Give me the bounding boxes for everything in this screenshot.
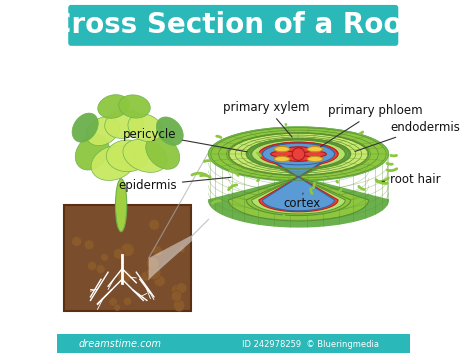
- Ellipse shape: [259, 142, 338, 166]
- Ellipse shape: [263, 143, 335, 165]
- Ellipse shape: [98, 95, 129, 118]
- Ellipse shape: [252, 140, 345, 168]
- Circle shape: [100, 253, 109, 261]
- Ellipse shape: [123, 139, 167, 172]
- Circle shape: [114, 304, 120, 310]
- Polygon shape: [259, 142, 338, 212]
- Ellipse shape: [156, 117, 183, 145]
- Circle shape: [118, 269, 132, 284]
- Circle shape: [141, 271, 151, 281]
- Ellipse shape: [307, 156, 323, 162]
- Circle shape: [152, 246, 163, 256]
- Text: Cross Section of a Root: Cross Section of a Root: [51, 11, 416, 39]
- Text: primary phloem: primary phloem: [320, 104, 423, 147]
- Ellipse shape: [274, 156, 290, 162]
- Circle shape: [179, 247, 185, 253]
- Circle shape: [149, 219, 160, 230]
- Text: root hair: root hair: [382, 173, 441, 186]
- Ellipse shape: [246, 138, 351, 170]
- Ellipse shape: [300, 151, 327, 157]
- Ellipse shape: [86, 117, 119, 145]
- Ellipse shape: [285, 155, 312, 161]
- Ellipse shape: [105, 110, 143, 138]
- Ellipse shape: [146, 135, 180, 169]
- Circle shape: [173, 299, 185, 311]
- Ellipse shape: [274, 147, 290, 152]
- Polygon shape: [263, 143, 335, 211]
- Circle shape: [87, 261, 97, 270]
- Circle shape: [121, 243, 134, 257]
- Polygon shape: [149, 226, 209, 279]
- Text: dreamstime.com: dreamstime.com: [79, 339, 162, 349]
- Polygon shape: [209, 127, 388, 227]
- Polygon shape: [252, 140, 345, 214]
- Ellipse shape: [228, 133, 369, 175]
- Text: primary xylem: primary xylem: [224, 101, 310, 137]
- Circle shape: [96, 264, 105, 274]
- Ellipse shape: [75, 135, 109, 170]
- Circle shape: [154, 275, 165, 286]
- Circle shape: [84, 240, 94, 250]
- Circle shape: [176, 282, 187, 293]
- Circle shape: [146, 265, 161, 280]
- Ellipse shape: [106, 140, 149, 172]
- FancyBboxPatch shape: [57, 334, 410, 353]
- FancyBboxPatch shape: [68, 5, 398, 46]
- Ellipse shape: [209, 127, 388, 181]
- Ellipse shape: [271, 151, 298, 157]
- Ellipse shape: [116, 179, 127, 232]
- Text: cortex: cortex: [283, 193, 320, 210]
- Circle shape: [123, 297, 132, 306]
- Text: pericycle: pericycle: [123, 128, 247, 152]
- Polygon shape: [246, 138, 351, 216]
- Ellipse shape: [72, 113, 98, 142]
- Circle shape: [292, 148, 305, 160]
- Ellipse shape: [119, 95, 150, 118]
- Text: ID 242978259  © Blueringmedia: ID 242978259 © Blueringmedia: [242, 339, 379, 349]
- Polygon shape: [228, 133, 369, 221]
- Ellipse shape: [128, 114, 162, 142]
- Ellipse shape: [91, 145, 136, 181]
- Circle shape: [146, 257, 159, 269]
- Circle shape: [72, 236, 82, 246]
- Circle shape: [172, 284, 182, 295]
- Circle shape: [113, 249, 124, 259]
- Ellipse shape: [285, 147, 312, 153]
- Text: epidermis: epidermis: [118, 177, 231, 192]
- Text: endodermis: endodermis: [355, 121, 460, 152]
- Ellipse shape: [307, 147, 323, 152]
- Circle shape: [171, 291, 182, 302]
- Circle shape: [109, 298, 118, 306]
- FancyBboxPatch shape: [64, 205, 191, 311]
